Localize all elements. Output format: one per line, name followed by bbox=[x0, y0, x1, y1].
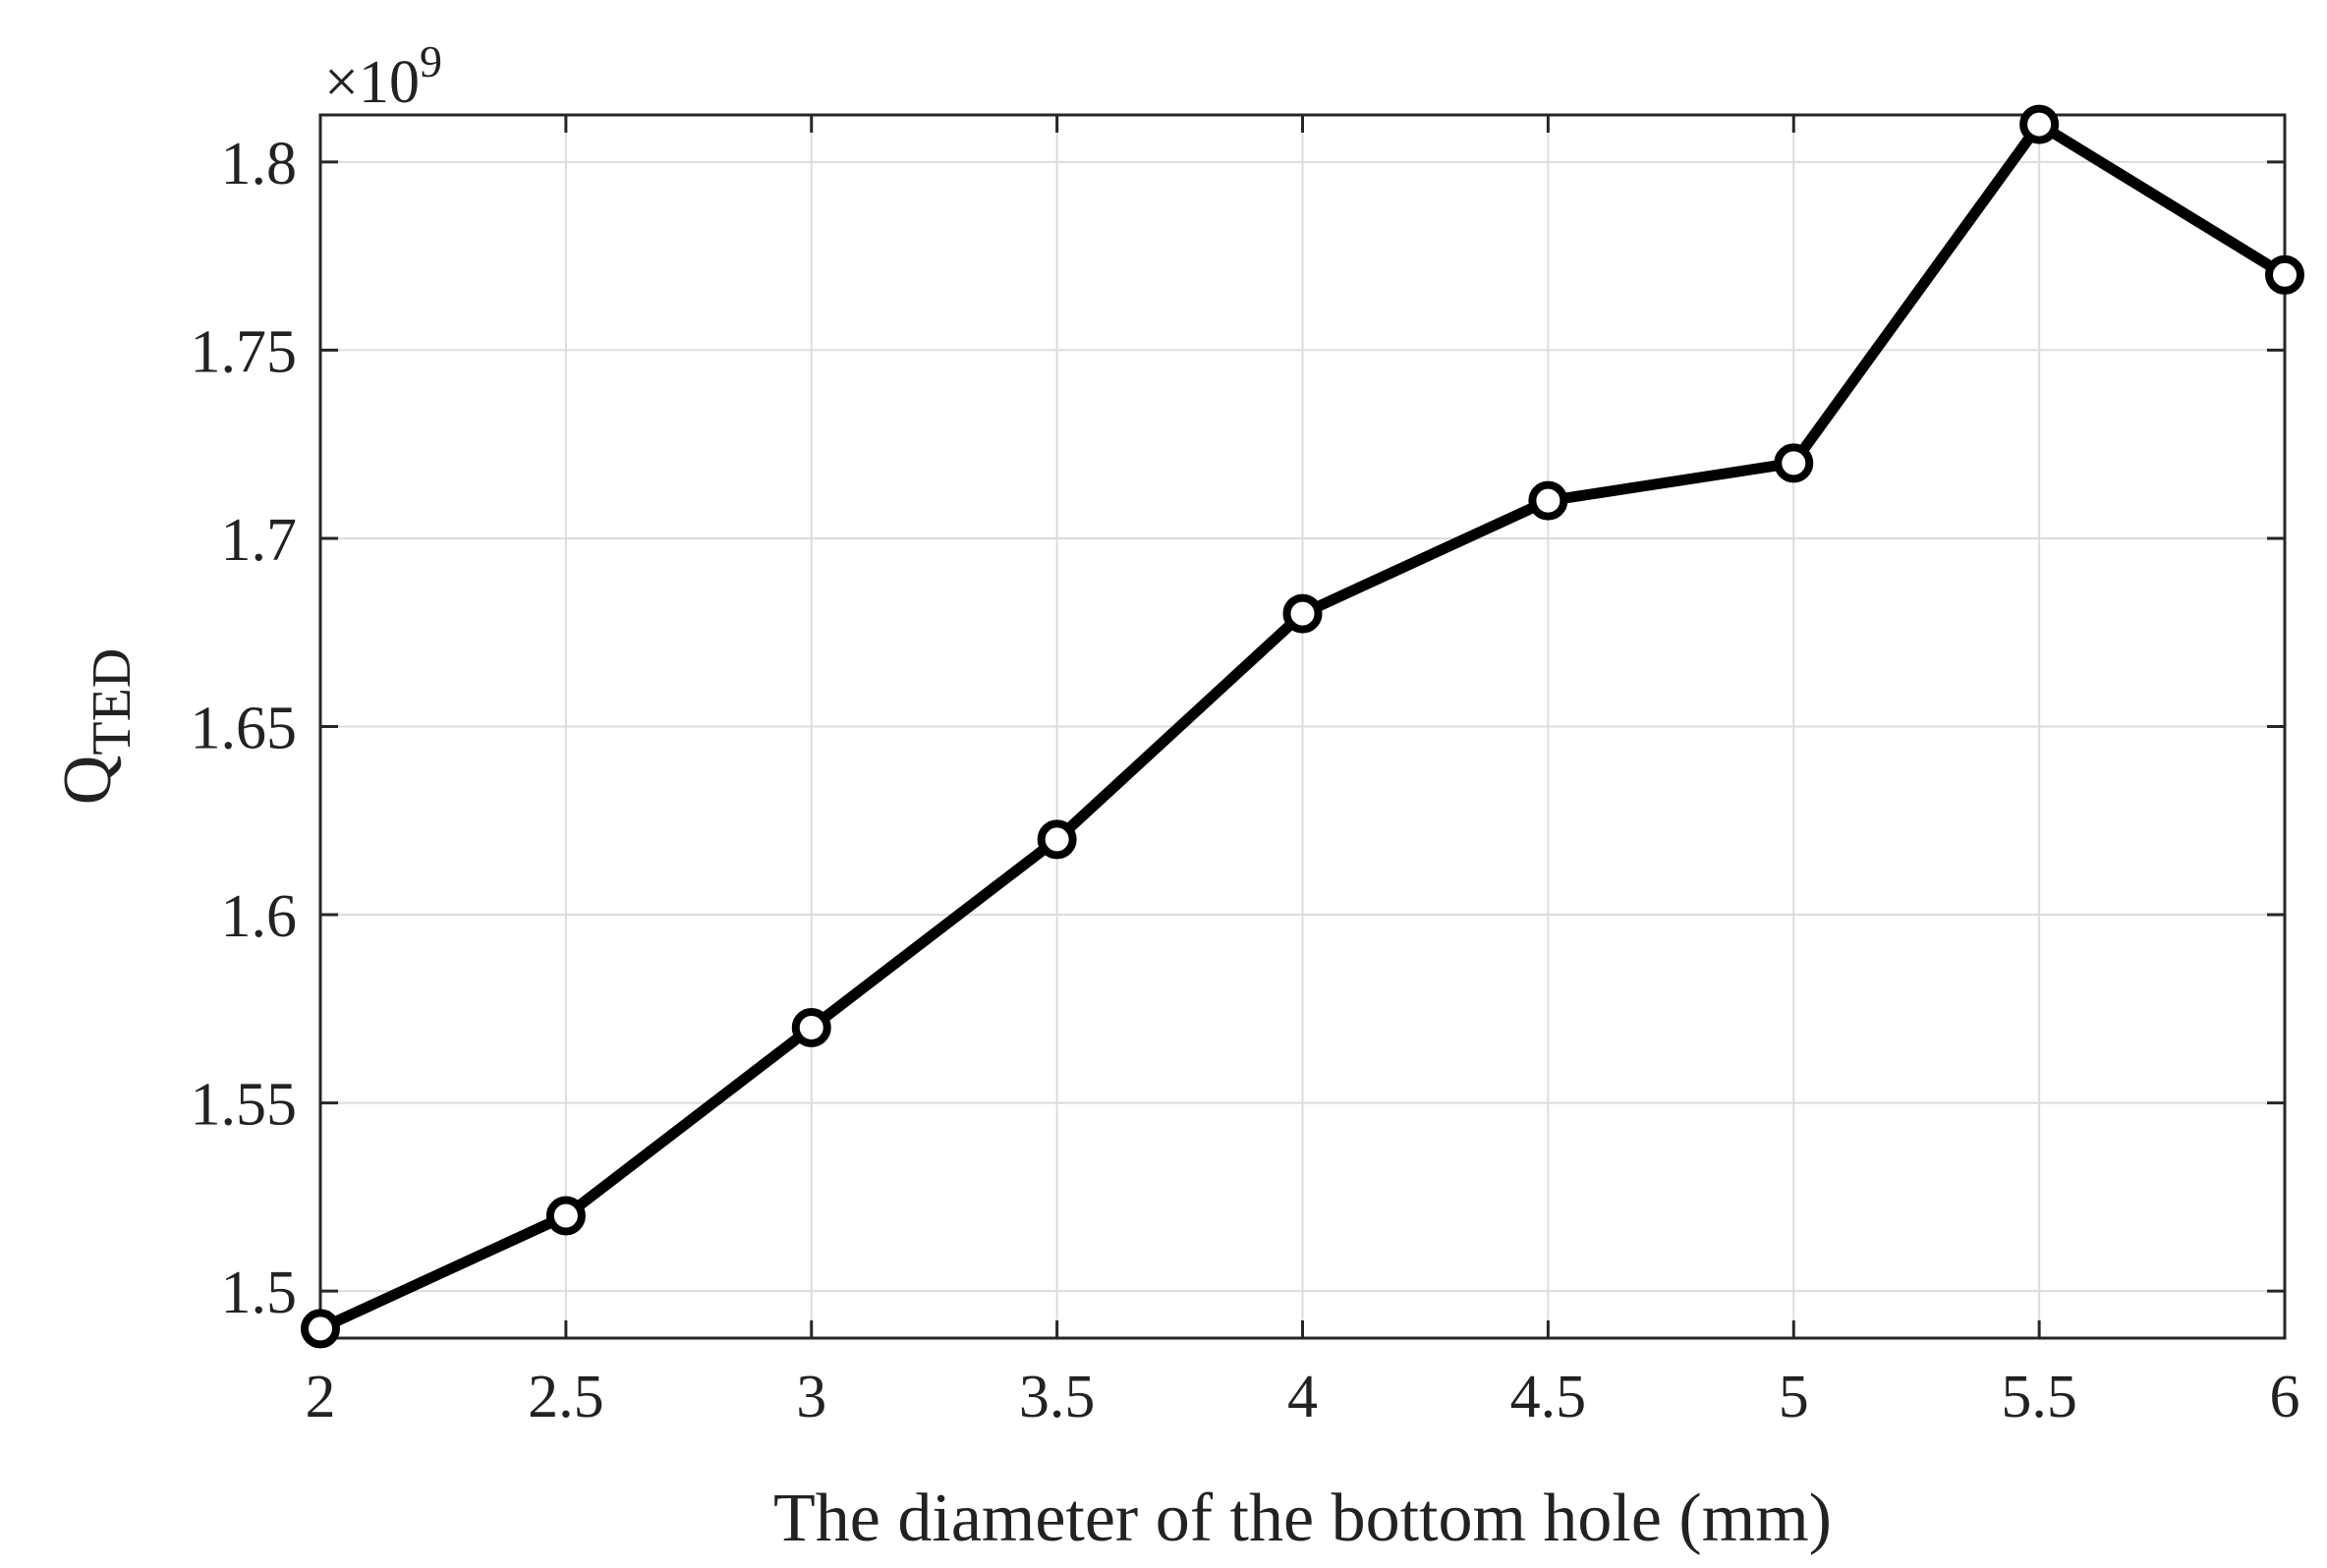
data-point-marker bbox=[301, 1309, 340, 1349]
x-tick-label: 6 bbox=[2270, 1364, 2300, 1430]
data-point-marker bbox=[791, 1007, 831, 1047]
y-axis-title-main: Q bbox=[50, 756, 126, 806]
x-axis-title: The diameter of the bottom hole (mm) bbox=[773, 1481, 1832, 1556]
exponent-base: ×10 bbox=[324, 49, 420, 116]
y-tick-label: 1.55 bbox=[191, 1072, 298, 1139]
grid bbox=[319, 115, 2286, 1338]
data-point-marker bbox=[2265, 254, 2304, 295]
data-point-marker bbox=[1282, 593, 1323, 634]
y-tick-label: 1.75 bbox=[191, 318, 298, 385]
data-point-marker bbox=[1037, 819, 1077, 860]
series bbox=[301, 104, 2304, 1349]
y-tick-label: 1.6 bbox=[221, 883, 298, 950]
x-tick-label: 2 bbox=[306, 1364, 336, 1430]
data-point-marker bbox=[1774, 443, 1814, 483]
x-tick-label: 4 bbox=[1287, 1364, 1318, 1430]
y-tick-label: 1.5 bbox=[221, 1260, 298, 1326]
data-point-marker bbox=[545, 1196, 586, 1236]
y-axis-exponent: ×109 bbox=[324, 36, 442, 116]
x-tick-label: 3 bbox=[796, 1364, 826, 1430]
y-axis-title: QTED bbox=[50, 648, 142, 805]
y-tick-label: 1.7 bbox=[221, 507, 298, 574]
data-point-marker bbox=[2019, 104, 2060, 144]
x-tick-label: 2.5 bbox=[528, 1364, 604, 1430]
exponent-power: 9 bbox=[420, 36, 442, 86]
data-point-marker bbox=[1528, 480, 1568, 521]
y-tick-label: 1.8 bbox=[221, 131, 298, 197]
x-tick-label: 3.5 bbox=[1019, 1364, 1096, 1430]
x-tick-label: 5 bbox=[1779, 1364, 1809, 1430]
x-tick-label: 4.5 bbox=[1510, 1364, 1587, 1430]
tick-labels: 2 2.5 3 3.5 4 4.5 5 5.5 6 1.5 1.55 1.6 1.65 1.7 1.75 1.… bbox=[191, 131, 2300, 1430]
y-tick-label: 1.65 bbox=[191, 696, 298, 762]
y-axis-title-subscript: TED bbox=[82, 648, 142, 756]
x-tick-label: 5.5 bbox=[2001, 1364, 2077, 1430]
